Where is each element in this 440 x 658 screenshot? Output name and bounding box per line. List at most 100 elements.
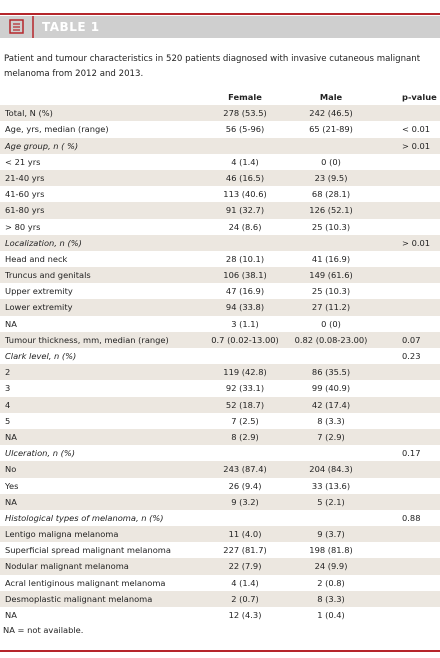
table-row: NA 12 (4.3) 1 (0.4): [0, 607, 440, 623]
row-label: Nodular malignant melanoma: [5, 561, 129, 572]
table-row: Tumour thickness, mm, median (range) 0.7 …: [0, 331, 440, 348]
cell: 25 (10.3): [311, 221, 351, 232]
cell: 119 (42.8): [223, 367, 267, 378]
section-label: Age group, n ( %): [5, 140, 79, 151]
table-row: Localization, n (%) > 0.01: [0, 234, 440, 251]
cell: 242 (46.5): [309, 108, 353, 119]
table-row: 2 119 (42.8) 86 (35.5): [0, 364, 440, 381]
cell: 27 (11.2): [311, 302, 351, 313]
header-row: Female Male p-value: [0, 89, 440, 105]
table-row: Superficial spread malignant melanoma 227…: [0, 542, 440, 558]
caption: Patient and tumour characteristics in 52…: [4, 54, 421, 79]
cell: 12 (4.3): [228, 610, 262, 620]
row-label: 41-60 yrs: [5, 189, 45, 200]
cell: 204 (84.3): [309, 464, 353, 475]
column-header: Male: [319, 92, 343, 102]
table-row: Lower extremity 94 (33.8) 27 (11.2): [0, 299, 440, 316]
cell: 9 (3.7): [317, 529, 345, 540]
cell: 7 (2.9): [317, 431, 345, 442]
cell: 1 (0.4): [317, 610, 345, 620]
row-label: NA: [5, 318, 17, 329]
table-row: Clark level, n (%) 0.23: [0, 348, 440, 364]
row-label: > 80 yrs: [5, 221, 41, 232]
cell: 8 (3.3): [317, 593, 345, 604]
row-label: < 21 yrs: [5, 156, 41, 167]
top-rule: [0, 13, 440, 15]
table-row: Desmoplastic malignant melanoma 2 (0.7) 8 …: [0, 590, 440, 607]
row-label: 2: [5, 367, 11, 378]
cell: 56 (5-96): [225, 124, 265, 135]
row-label: Upper extremity: [5, 286, 73, 297]
cell: 47 (16.9): [225, 286, 265, 297]
cell: 0 (0): [321, 156, 341, 167]
cell: 24 (8.6): [228, 221, 262, 232]
cell: 106 (38.1): [223, 270, 267, 281]
table-row: < 21 yrs 4 (1.4) 0 (0): [0, 154, 440, 170]
table-row: Age group, n ( %) > 0.01: [0, 137, 440, 154]
cell: 8 (3.3): [317, 415, 345, 426]
cell: 28 (10.1): [225, 253, 265, 264]
table-row: NA 3 (1.1) 0 (0): [0, 316, 440, 332]
row-label: Yes: [5, 480, 19, 491]
section-label: Histological types of melanoma, n (%): [5, 512, 164, 523]
table-row: Histological types of melanoma, n (%) 0.8…: [0, 510, 440, 526]
cell: 68 (28.1): [311, 189, 351, 200]
row-label: Lower extremity: [5, 302, 73, 313]
cell: 42 (17.4): [311, 399, 351, 410]
cell: 91 (32.7): [225, 205, 265, 216]
row-label: 61-80 yrs: [5, 205, 45, 216]
table-row: NA 9 (3.2) 5 (2.1): [0, 493, 440, 510]
table-row: 21-40 yrs 46 (16.5) 23 (9.5): [0, 169, 440, 187]
table-row: 61-80 yrs 91 (32.7) 126 (52.1): [0, 202, 440, 219]
row-label: 3: [5, 383, 11, 394]
row-label: Age, yrs, median (range): [5, 124, 109, 135]
cell: 113 (40.6): [223, 189, 267, 200]
column-header: p-value: [402, 92, 437, 102]
table-row: Head and neck 28 (10.1) 41 (16.9): [0, 251, 440, 267]
table-row: Acral lentiginous malignant melanoma 4 (1…: [0, 575, 440, 591]
cell: 3 (1.1): [231, 318, 259, 329]
cell: 5 (2.1): [317, 496, 345, 507]
table-row: > 80 yrs 24 (8.6) 25 (10.3): [0, 219, 440, 235]
table-row: Nodular malignant melanoma 22 (7.9) 24 (9.…: [0, 558, 440, 575]
table-row: Upper extremity 47 (16.9) 25 (10.3): [0, 283, 440, 299]
cell: 227 (81.7): [223, 545, 267, 556]
cell: 8 (2.9): [231, 431, 259, 442]
cell: 99 (40.9): [311, 383, 351, 394]
section-label: Localization, n (%): [5, 237, 82, 248]
cell: 65 (21-89): [309, 124, 353, 135]
cell: 0.88: [402, 512, 421, 523]
row-label: 5: [5, 415, 11, 426]
cell: 52 (18.7): [225, 399, 265, 410]
cell: 243 (87.4): [223, 464, 267, 475]
cell: 86 (35.5): [311, 367, 351, 378]
table: Female Male p-value Total, N (%) 278 (53.5) 2…: [0, 89, 440, 623]
cell: 0.17: [402, 448, 421, 459]
footnote: NA = not available.: [3, 625, 84, 635]
column-header: Female: [228, 92, 262, 102]
cell: 94 (33.8): [225, 302, 265, 313]
cell: 46 (16.5): [225, 172, 265, 183]
cell: 33 (13.6): [311, 480, 351, 491]
cell: 4 (1.4): [231, 156, 259, 167]
row-label: Head and neck: [5, 253, 68, 264]
table-title: TABLE 1: [42, 20, 100, 34]
cell: 26 (9.4): [228, 480, 262, 491]
row-label: Lentigo maligna melanoma: [5, 529, 119, 540]
cell: 25 (10.3): [311, 286, 351, 297]
cell: > 0.01: [402, 237, 431, 248]
cell: 24 (9.9): [314, 561, 348, 572]
cell: 9 (3.2): [231, 496, 259, 507]
table-row: No 243 (87.4) 204 (84.3): [0, 461, 440, 478]
cell: 126 (52.1): [309, 205, 353, 216]
cell: 92 (33.1): [225, 383, 265, 394]
cell: 7 (2.5): [231, 415, 259, 426]
table-row: Lentigo maligna melanoma 11 (4.0) 9 (3.7): [0, 526, 440, 543]
cell: 11 (4.0): [228, 529, 262, 540]
cell: 0.23: [402, 351, 421, 361]
table-row: Yes 26 (9.4) 33 (13.6): [0, 478, 440, 494]
cell: 0 (0): [321, 318, 341, 329]
cell: < 0.01: [402, 124, 431, 135]
row-label: Total, N (%): [5, 108, 53, 119]
table-row: 4 52 (18.7) 42 (17.4): [0, 396, 440, 413]
